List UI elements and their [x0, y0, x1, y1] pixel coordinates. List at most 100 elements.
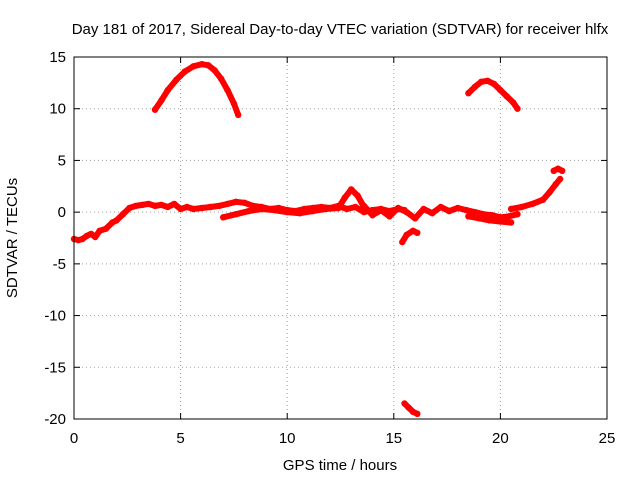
data-point — [284, 208, 291, 216]
data-point — [465, 213, 472, 220]
data-point — [514, 211, 521, 218]
data-point — [102, 225, 110, 232]
data-point — [369, 212, 376, 219]
data-point — [486, 217, 493, 224]
x-tick-label: 20 — [492, 430, 509, 447]
data-point — [139, 201, 146, 209]
chart-title: Day 181 of 2017, Sidereal Day-to-day VTE… — [72, 21, 609, 38]
data-point — [198, 204, 206, 212]
data-point — [126, 204, 133, 212]
data-point — [343, 205, 351, 213]
data-point — [414, 229, 421, 236]
data-point — [258, 205, 265, 213]
data-point — [241, 199, 248, 206]
data-point — [232, 198, 240, 205]
data-point — [411, 215, 419, 222]
data-point — [207, 203, 214, 211]
x-tick-label: 0 — [70, 430, 78, 447]
data-point — [497, 218, 504, 225]
data-point — [488, 212, 496, 219]
data-point — [145, 200, 152, 208]
data-point — [151, 106, 159, 113]
data-point — [420, 205, 427, 213]
data-point — [235, 111, 242, 119]
data-point — [518, 203, 525, 211]
data-point — [220, 214, 227, 221]
data-point — [341, 194, 348, 201]
data-point — [224, 200, 231, 208]
data-point — [230, 100, 238, 107]
data-point — [510, 99, 517, 106]
data-point — [113, 217, 120, 224]
data-point — [556, 175, 564, 183]
data-point — [437, 203, 444, 211]
data-point — [173, 76, 180, 84]
data-point — [463, 206, 470, 214]
data-point — [429, 210, 436, 217]
data-point — [177, 205, 184, 213]
data-point — [503, 93, 510, 100]
data-point — [245, 207, 252, 215]
data-point — [394, 204, 402, 212]
data-point — [514, 105, 521, 112]
data-point — [132, 202, 139, 210]
data-point — [446, 207, 453, 215]
data-point — [354, 192, 361, 199]
data-point — [211, 67, 218, 74]
data-point — [507, 219, 515, 226]
data-point — [296, 210, 304, 217]
data-point — [271, 206, 278, 214]
data-point — [158, 97, 165, 104]
data-point — [181, 68, 189, 75]
data-point — [414, 410, 421, 417]
x-tick-label: 10 — [279, 430, 296, 447]
data-point — [403, 208, 410, 216]
data-point — [471, 83, 478, 91]
data-point — [335, 204, 342, 212]
y-tick-label: -20 — [44, 411, 66, 428]
data-point — [92, 233, 99, 241]
data-point — [322, 205, 329, 213]
x-tick-label: 15 — [385, 430, 402, 447]
data-point — [478, 78, 485, 86]
tick-labels: 0 5 10 15 20 25 -20 -15 -10 -5 0 5 10 15 — [44, 49, 615, 447]
data-point — [232, 211, 240, 218]
data-point — [158, 201, 165, 209]
grid-lines — [74, 57, 607, 419]
y-axis-label: SDTVAR / TECUs — [4, 178, 21, 298]
data-point — [151, 202, 159, 210]
data-point — [309, 207, 316, 215]
series-arc-mid — [220, 205, 342, 221]
x-tick-label: 5 — [176, 430, 184, 447]
data-point — [377, 206, 385, 214]
data-point — [484, 77, 491, 85]
data-point — [529, 200, 536, 208]
data-point — [352, 203, 359, 211]
data-series — [70, 60, 566, 417]
data-point — [96, 227, 103, 234]
y-tick-label: 15 — [49, 49, 66, 66]
data-point — [215, 202, 223, 210]
data-point — [539, 196, 547, 203]
data-point — [183, 203, 191, 211]
data-point — [360, 202, 368, 210]
data-point — [386, 213, 393, 220]
data-point — [164, 203, 171, 211]
data-point — [198, 60, 206, 68]
data-point — [190, 63, 197, 70]
y-tick-label: -15 — [44, 359, 66, 376]
plot-frame — [73, 56, 608, 420]
data-point — [217, 75, 225, 82]
data-point — [507, 205, 515, 213]
data-point — [348, 186, 355, 193]
data-point — [490, 80, 498, 88]
data-point — [546, 189, 553, 196]
data-point — [224, 86, 231, 94]
data-point — [475, 215, 483, 222]
data-point — [205, 62, 212, 69]
data-point — [454, 204, 461, 212]
data-point — [119, 211, 127, 218]
data-point — [164, 86, 171, 94]
